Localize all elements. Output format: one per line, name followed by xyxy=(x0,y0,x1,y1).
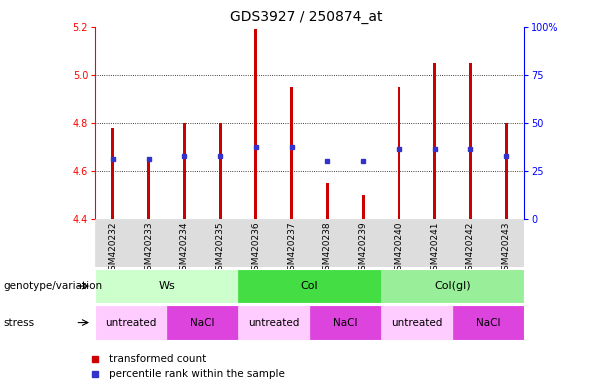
Text: NaCl: NaCl xyxy=(476,318,501,328)
Text: GSM420237: GSM420237 xyxy=(287,221,296,276)
Bar xyxy=(202,219,238,267)
Bar xyxy=(381,269,524,303)
Bar xyxy=(326,183,329,219)
Text: genotype/variation: genotype/variation xyxy=(3,281,102,291)
Bar xyxy=(345,219,381,267)
Text: GSM420234: GSM420234 xyxy=(180,221,189,276)
Bar xyxy=(452,305,524,340)
Bar xyxy=(219,123,222,219)
Bar xyxy=(112,128,114,219)
Bar xyxy=(167,305,238,340)
Bar xyxy=(131,219,167,267)
Text: GSM420236: GSM420236 xyxy=(251,221,261,276)
Text: GDS3927 / 250874_at: GDS3927 / 250874_at xyxy=(230,10,383,23)
Bar xyxy=(381,305,452,340)
Text: Ws: Ws xyxy=(158,281,175,291)
Bar xyxy=(397,87,400,219)
Bar xyxy=(489,219,524,267)
Text: untreated: untreated xyxy=(105,318,156,328)
Text: GSM420239: GSM420239 xyxy=(359,221,368,276)
Bar xyxy=(310,305,381,340)
Text: GSM420233: GSM420233 xyxy=(144,221,153,276)
Text: stress: stress xyxy=(3,318,34,328)
Text: GSM420243: GSM420243 xyxy=(501,221,511,276)
Bar xyxy=(274,219,310,267)
Text: Col: Col xyxy=(301,281,318,291)
Bar xyxy=(238,269,381,303)
Text: GSM420238: GSM420238 xyxy=(323,221,332,276)
Bar xyxy=(433,63,436,219)
Text: NaCl: NaCl xyxy=(333,318,357,328)
Bar xyxy=(147,159,150,219)
Bar xyxy=(469,63,472,219)
Text: untreated: untreated xyxy=(391,318,443,328)
Text: GSM420241: GSM420241 xyxy=(430,221,440,276)
Bar xyxy=(238,305,310,340)
Bar xyxy=(362,195,365,219)
Bar xyxy=(254,29,257,219)
Bar xyxy=(381,219,417,267)
Bar xyxy=(238,219,274,267)
Bar xyxy=(291,87,293,219)
Text: GSM420242: GSM420242 xyxy=(466,221,475,276)
Text: GSM420232: GSM420232 xyxy=(109,221,118,276)
Text: GSM420235: GSM420235 xyxy=(216,221,225,276)
Text: GSM420240: GSM420240 xyxy=(394,221,403,276)
Bar xyxy=(417,219,452,267)
Bar xyxy=(95,219,131,267)
Bar xyxy=(505,123,508,219)
Bar xyxy=(95,305,167,340)
Text: percentile rank within the sample: percentile rank within the sample xyxy=(109,369,284,379)
Bar xyxy=(167,219,202,267)
Bar xyxy=(452,219,489,267)
Text: untreated: untreated xyxy=(248,318,300,328)
Text: Col(gl): Col(gl) xyxy=(434,281,471,291)
Bar xyxy=(95,269,238,303)
Text: NaCl: NaCl xyxy=(190,318,215,328)
Text: transformed count: transformed count xyxy=(109,354,206,364)
Bar xyxy=(310,219,345,267)
Bar xyxy=(183,123,186,219)
